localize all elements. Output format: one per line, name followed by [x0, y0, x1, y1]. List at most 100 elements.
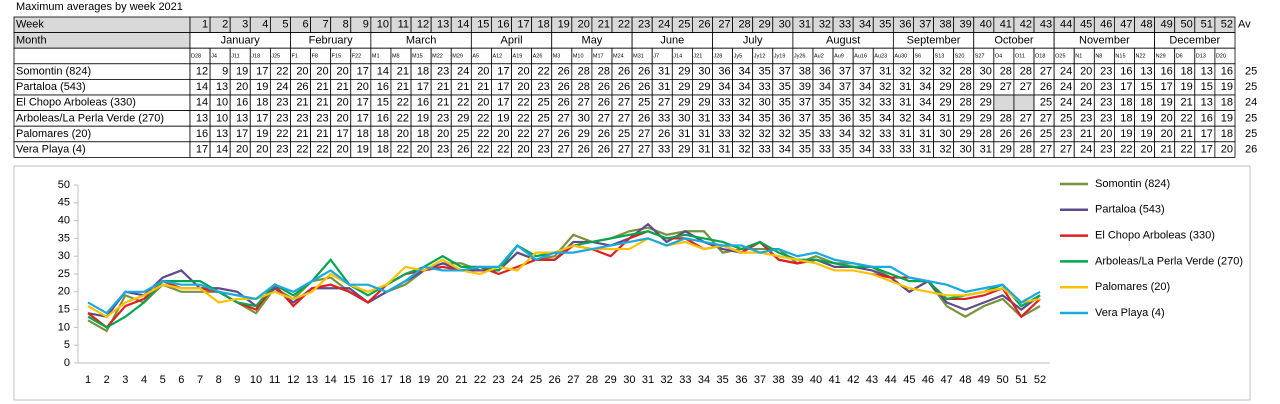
x-tick-label: 45 — [903, 374, 915, 386]
date-label: Au30 — [894, 53, 907, 59]
table-value: 18 — [417, 128, 429, 140]
table-value: 14 — [216, 144, 228, 156]
date-label: Au2 — [814, 53, 824, 59]
table-value: 20 — [337, 66, 349, 78]
table-value: 13 — [236, 112, 248, 124]
table-value: 37 — [799, 112, 811, 124]
x-tick-label: 50 — [997, 374, 1009, 386]
table-value: 16 — [1221, 66, 1233, 78]
table-value: 24 — [1060, 81, 1072, 93]
table-value: 22 — [477, 112, 489, 124]
month-label: June — [660, 34, 684, 46]
date-label: J4 — [211, 53, 217, 59]
week-number: 20 — [578, 19, 590, 31]
table-value: 26 — [618, 81, 630, 93]
legend-label: Partaloa (543) — [1095, 204, 1165, 216]
table-value: 32 — [899, 66, 911, 78]
x-tick-label: 40 — [810, 374, 822, 386]
table-value: 27 — [638, 128, 650, 140]
date-label: D20 — [1216, 53, 1226, 59]
table-value: 26 — [658, 128, 670, 140]
x-tick-label: 30 — [623, 374, 635, 386]
week-number: 15 — [477, 19, 489, 31]
table-value: 17 — [497, 81, 509, 93]
table-value: 20 — [1140, 144, 1152, 156]
x-tick-label: 39 — [791, 374, 803, 386]
table-value: 24 — [457, 66, 469, 78]
week-number: 50 — [1181, 19, 1193, 31]
date-label: J18 — [251, 53, 260, 59]
table-value: 20 — [357, 81, 369, 93]
x-tick-label: 9 — [234, 374, 240, 386]
table-value: 26 — [558, 81, 570, 93]
week-number: 24 — [658, 19, 670, 31]
table-value: 25 — [537, 112, 549, 124]
table-value: 34 — [919, 97, 931, 109]
week-number: 6 — [302, 19, 308, 31]
table-value: 22 — [276, 66, 288, 78]
month-label: July — [743, 34, 763, 46]
table-value: 23 — [1060, 128, 1072, 140]
table-value: 35 — [779, 97, 791, 109]
table-value: 18 — [1120, 112, 1132, 124]
average-value: 25 — [1245, 128, 1257, 140]
table-value: 22 — [497, 144, 509, 156]
x-tick-label: 3 — [122, 374, 128, 386]
legend-label: Somontin (824) — [1095, 178, 1170, 190]
table-value: 22 — [477, 144, 489, 156]
table-value: 13 — [216, 128, 228, 140]
date-label: D28 — [191, 53, 201, 59]
table-value: 37 — [779, 66, 791, 78]
table-value: 22 — [477, 128, 489, 140]
table-value: 33 — [718, 128, 730, 140]
date-label: J11 — [231, 53, 239, 59]
table-value: 35 — [859, 112, 871, 124]
week-number: 46 — [1100, 19, 1112, 31]
table-value: 27 — [558, 144, 570, 156]
table-value: 33 — [899, 144, 911, 156]
table-value: 29 — [457, 112, 469, 124]
table-value: 22 — [397, 144, 409, 156]
table-cell — [1214, 141, 1236, 158]
month-label: May — [582, 34, 603, 46]
x-tick-label: 23 — [493, 374, 505, 386]
table-value: 23 — [296, 112, 308, 124]
table-value: 33 — [658, 112, 670, 124]
x-tick-label: 22 — [474, 374, 486, 386]
table-value: 26 — [638, 66, 650, 78]
x-tick-label: 5 — [160, 374, 166, 386]
table-value: 33 — [879, 97, 891, 109]
x-tick-label: 8 — [216, 374, 222, 386]
table-value: 22 — [537, 66, 549, 78]
table-value: 32 — [879, 81, 891, 93]
table-value: 20 — [1100, 128, 1112, 140]
table-value: 32 — [859, 97, 871, 109]
table-value: 35 — [779, 81, 791, 93]
table-value: 29 — [980, 81, 992, 93]
table-value: 22 — [517, 112, 529, 124]
y-tick-label: 35 — [58, 232, 70, 244]
week-number: 12 — [417, 19, 429, 31]
month-label: March — [406, 34, 437, 46]
table-value: 20 — [477, 66, 489, 78]
table-value: 19 — [1221, 81, 1233, 93]
table-value: 28 — [960, 81, 972, 93]
x-tick-label: 49 — [978, 374, 990, 386]
table-value: 18 — [377, 144, 389, 156]
table-value: 23 — [276, 144, 288, 156]
table-value: 34 — [779, 144, 791, 156]
chart-frame — [13, 165, 1251, 401]
date-label: M31 — [633, 53, 644, 59]
table-value: 31 — [658, 66, 670, 78]
date-label: Jy12 — [754, 53, 766, 59]
table-value: 29 — [698, 81, 710, 93]
table-value: 29 — [980, 97, 992, 109]
table-value: 33 — [718, 112, 730, 124]
date-label: M10 — [573, 53, 584, 59]
date-label: F8 — [312, 53, 318, 59]
month-label: November — [1079, 34, 1130, 46]
table-value: 36 — [779, 112, 791, 124]
table-value: 21 — [1181, 128, 1193, 140]
table-value: 33 — [819, 128, 831, 140]
